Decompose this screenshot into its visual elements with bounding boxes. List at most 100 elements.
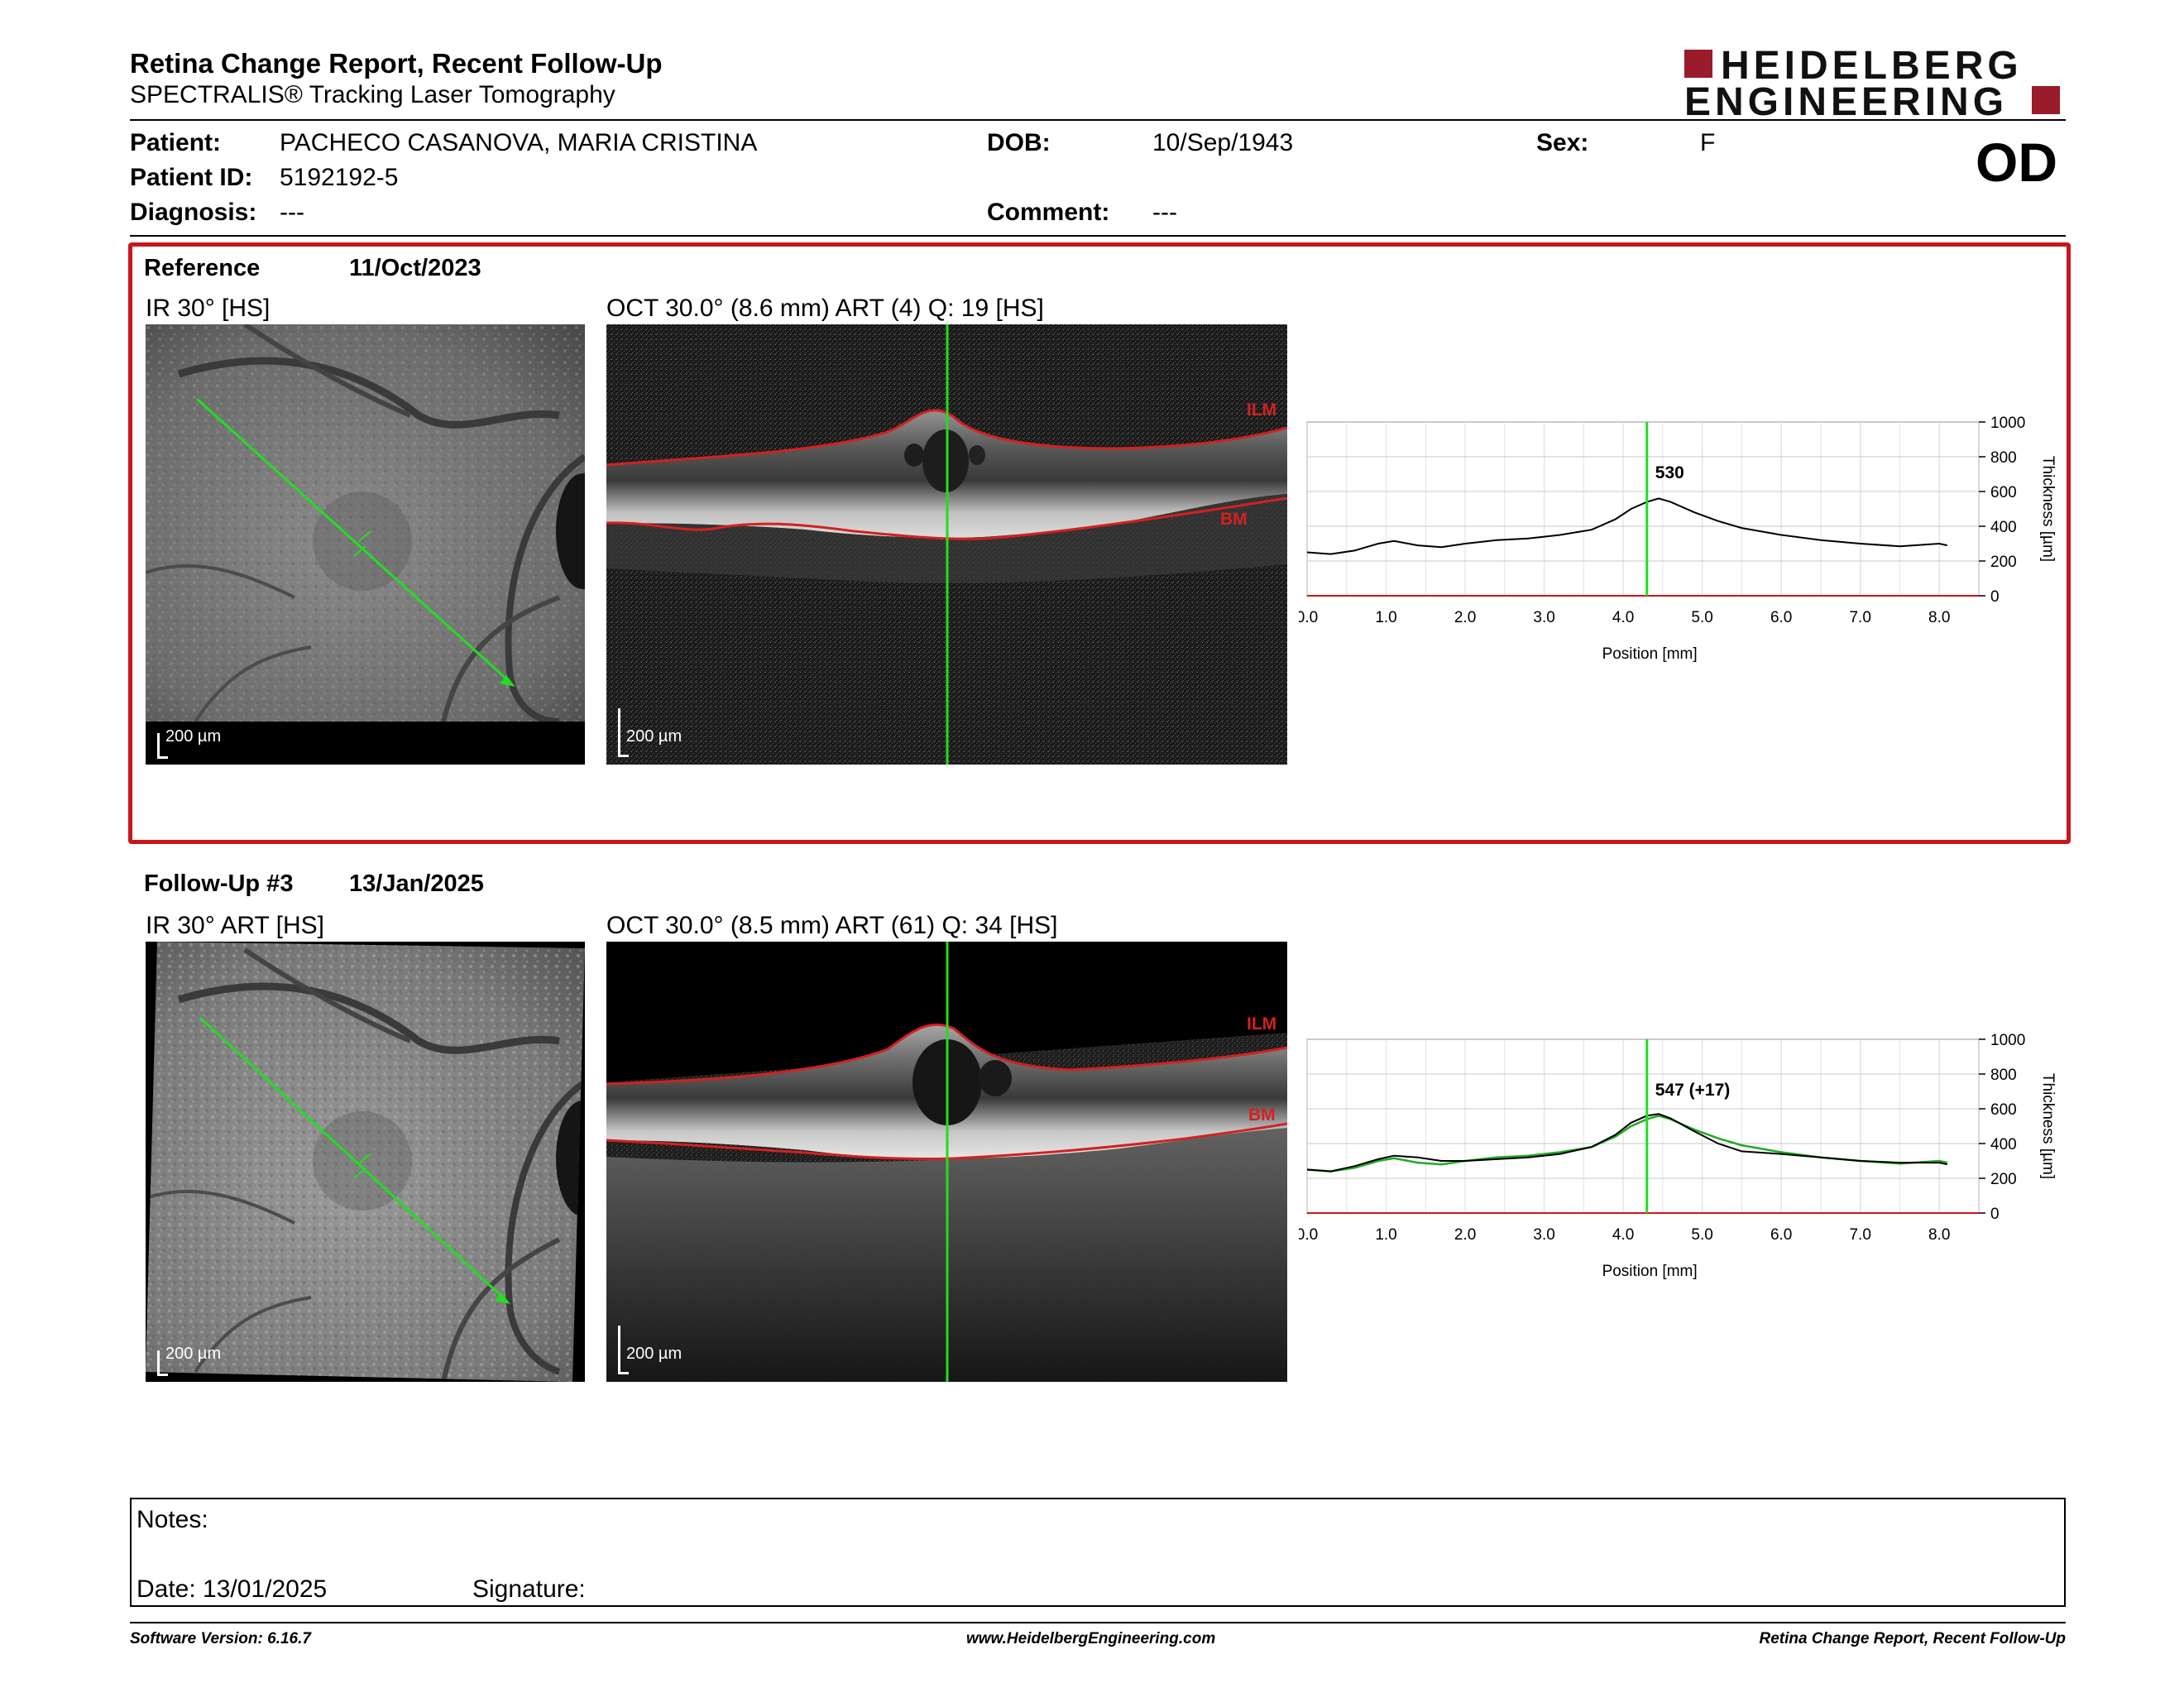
x-tick-label: 7.0 xyxy=(1849,1226,1870,1244)
comment-label: Comment: xyxy=(987,199,1110,226)
x-axis-label: Position [mm] xyxy=(1602,645,1698,663)
y-tick-label: 400 xyxy=(1990,519,2017,536)
y-tick-label: 600 xyxy=(1990,484,2017,501)
notes-date: Date: 13/01/2025 xyxy=(136,1575,328,1603)
reference-ilm-label: ILM xyxy=(1247,400,1277,420)
dob-label: DOB: xyxy=(987,129,1051,156)
x-tick-label: 8.0 xyxy=(1928,1226,1950,1244)
plot-area xyxy=(1306,1038,1980,1214)
footer-rule xyxy=(130,1622,2066,1623)
reference-oct-title: OCT 30.0° (8.6 mm) ART (4) Q: 19 [HS] xyxy=(606,295,1044,322)
x-tick-label: 2.0 xyxy=(1454,609,1476,626)
x-tick-label: 4.0 xyxy=(1612,1226,1634,1244)
reference-label: Reference xyxy=(144,255,261,281)
y-tick-label: 200 xyxy=(1990,554,2017,571)
diagnosis-value: --- xyxy=(280,199,304,226)
logo-line-1: HEIDELBERG xyxy=(1721,44,2023,88)
header-rule xyxy=(130,119,2066,121)
followup-ir-scale-label: 200 µm xyxy=(165,1345,222,1363)
footer-website[interactable]: www.HeidelbergEngineering.com xyxy=(966,1630,1216,1647)
followup-ilm-label: ILM xyxy=(1247,1014,1277,1033)
reference-oct-scale-bar xyxy=(618,708,629,757)
thickness-series-line xyxy=(1306,1113,1948,1172)
x-tick-label: 5.0 xyxy=(1691,609,1712,626)
sex-label: Sex: xyxy=(1536,129,1589,156)
y-axis-label: Thickness [µm] xyxy=(2039,1073,2057,1179)
followup-oct-image[interactable]: ILM BM 200 µm xyxy=(606,942,1287,1382)
thickness-series-line xyxy=(1306,497,1948,555)
patient-id-value: 5192192-5 xyxy=(280,164,399,191)
x-tick-label: 1.0 xyxy=(1375,609,1396,626)
report-subtitle: SPECTRALIS® Tracking Laser Tomography xyxy=(130,81,615,108)
diagnosis-label: Diagnosis: xyxy=(130,199,257,226)
reference-frame xyxy=(128,242,2071,844)
x-tick-label: 6.0 xyxy=(1770,1226,1792,1244)
followup-fundus-graphic xyxy=(146,942,585,1382)
x-tick-label: 3.0 xyxy=(1533,609,1554,626)
followup-oct-title: OCT 30.0° (8.5 mm) ART (61) Q: 34 [HS] xyxy=(606,912,1058,939)
logo-line-2: ENGINEERING xyxy=(1684,80,2009,124)
y-axis-label: Thickness [µm] xyxy=(2039,456,2057,562)
logo-square-bottom xyxy=(2032,86,2060,114)
followup-ir-scale-bar xyxy=(157,1350,168,1376)
signature-label: Signature: xyxy=(472,1575,586,1603)
plot-area xyxy=(1306,421,1980,597)
y-tick-label: 200 xyxy=(1990,1171,2017,1188)
reference-date: 11/Oct/2023 xyxy=(349,255,481,281)
notes-box[interactable]: Notes: Date: 13/01/2025 Signature: xyxy=(130,1498,2066,1607)
eye-label: OD xyxy=(1976,132,2057,193)
followup-ir-title: IR 30° ART [HS] xyxy=(146,912,324,939)
followup-oct-scale-bar xyxy=(618,1326,629,1374)
patient-label: Patient: xyxy=(130,129,222,156)
reference-thickness-chart: 0.0 1.0 2.0 3.0 4.0 5.0 6.0 7.0 8.0 0 200 400 600 800… xyxy=(1299,415,2057,663)
followup-oct-scale-label: 200 µm xyxy=(626,1345,682,1363)
footer-report-name: Retina Change Report, Recent Follow-Up xyxy=(1759,1630,2066,1647)
report-title: Retina Change Report, Recent Follow-Up xyxy=(130,48,663,79)
followup-thickness-chart: 0.0 1.0 2.0 3.0 4.0 5.0 6.0 7.0 8.0 0 200 400 600 800… xyxy=(1299,1032,2057,1280)
comment-value: --- xyxy=(1152,199,1177,226)
patient-name: PACHECO CASANOVA, MARIA CRISTINA xyxy=(280,129,758,156)
patient-rule xyxy=(130,235,2066,237)
y-tick-label: 800 xyxy=(1990,1067,2017,1084)
dob-value: 10/Sep/1943 xyxy=(1152,129,1294,156)
reference-ir-scale-label: 200 µm xyxy=(165,727,222,746)
followup-oct-graphic xyxy=(606,942,1287,1382)
y-tick-label: 400 xyxy=(1990,1136,2017,1153)
logo-square-top xyxy=(1684,50,1712,78)
footer-software-version: Software Version: 6.16.7 xyxy=(130,1630,311,1647)
notes-label: Notes: xyxy=(136,1506,208,1533)
x-tick-label: 0.0 xyxy=(1299,609,1318,626)
y-tick-label: 1000 xyxy=(1990,415,2025,432)
x-tick-label: 2.0 xyxy=(1454,1226,1476,1244)
followup-label: Follow-Up #3 xyxy=(144,870,294,897)
y-tick-label: 1000 xyxy=(1990,1032,2025,1049)
reference-oct-graphic xyxy=(606,324,1287,765)
reference-oct-scale-label: 200 µm xyxy=(626,727,682,746)
followup-ir-image[interactable]: 200 µm xyxy=(146,942,585,1382)
marker-value-label: 547 (+17) xyxy=(1655,1081,1730,1100)
reference-oct-image[interactable]: ILM BM 200 µm xyxy=(606,324,1287,765)
followup-date: 13/Jan/2025 xyxy=(349,870,484,897)
reference-ir-image[interactable]: 200 µm xyxy=(146,324,585,765)
patient-id-label: Patient ID: xyxy=(130,164,253,191)
reference-ir-title: IR 30° [HS] xyxy=(146,295,271,322)
y-tick-label: 600 xyxy=(1990,1101,2017,1119)
y-tick-label: 0 xyxy=(1990,1206,2000,1223)
reference-ir-scale-bar xyxy=(157,733,168,759)
sex-value: F xyxy=(1700,129,1716,156)
x-tick-label: 7.0 xyxy=(1849,609,1870,626)
x-tick-label: 6.0 xyxy=(1770,609,1792,626)
x-tick-label: 5.0 xyxy=(1691,1226,1712,1244)
y-tick-label: 0 xyxy=(1990,588,2000,606)
heidelberg-logo: HEIDELBERG ENGINEERING xyxy=(1684,44,2067,122)
reference-bm-label: BM xyxy=(1220,510,1248,529)
followup-bm-label: BM xyxy=(1248,1105,1276,1125)
y-tick-label: 800 xyxy=(1990,449,2017,467)
x-tick-label: 4.0 xyxy=(1612,609,1634,626)
x-tick-label: 8.0 xyxy=(1928,609,1950,626)
reference-fundus-graphic xyxy=(146,324,585,765)
x-axis-label: Position [mm] xyxy=(1602,1263,1698,1280)
marker-value-label: 530 xyxy=(1655,463,1684,482)
x-tick-label: 1.0 xyxy=(1375,1226,1396,1244)
x-tick-label: 3.0 xyxy=(1533,1226,1554,1244)
